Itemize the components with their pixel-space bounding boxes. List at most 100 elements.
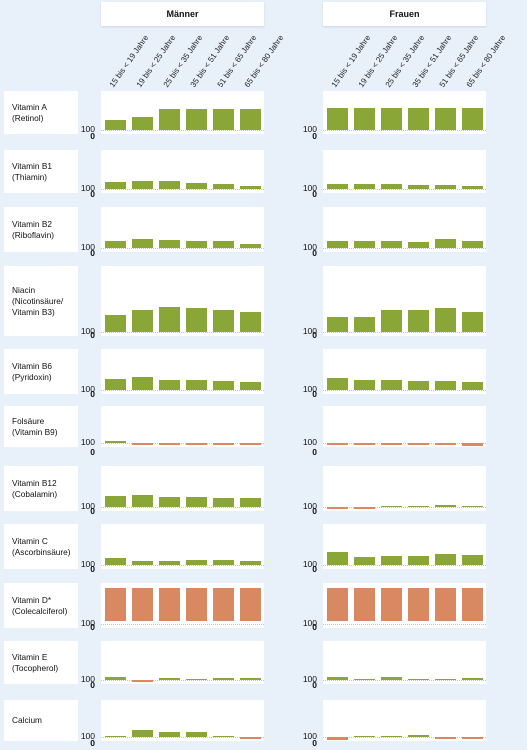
bar xyxy=(159,180,180,189)
chart-panel xyxy=(101,583,264,628)
chart-panel xyxy=(101,641,264,684)
nutrient-label: Vitamin C (Ascorbinsäure) xyxy=(4,524,78,569)
bar xyxy=(327,377,348,390)
bar xyxy=(435,678,456,680)
nutrient-label: Vitamin B12 (Cobalamin) xyxy=(4,466,78,511)
bar xyxy=(354,588,375,621)
reference-line xyxy=(323,130,486,131)
tick-label-0: 0 xyxy=(312,248,317,258)
bar xyxy=(462,312,483,332)
nutrient-label-line: Vitamin D* xyxy=(12,594,52,605)
bar xyxy=(186,183,207,189)
bar xyxy=(159,108,180,130)
bar xyxy=(213,560,234,565)
bar xyxy=(240,244,261,248)
tick-label-0: 0 xyxy=(90,680,95,690)
reference-line xyxy=(101,443,264,444)
bar xyxy=(132,117,153,130)
bar xyxy=(213,108,234,130)
tick-label-100: 100 xyxy=(80,437,95,447)
bar xyxy=(327,241,348,248)
tick-label-100: 100 xyxy=(80,183,95,193)
bar xyxy=(381,183,402,189)
reference-line xyxy=(101,624,264,625)
nutrient-label-line: (Colecalciferol) xyxy=(12,605,68,616)
bar xyxy=(462,554,483,565)
reference-line xyxy=(101,390,264,391)
nutrient-label: Vitamin B6 (Pyridoxin) xyxy=(4,349,78,394)
bar xyxy=(327,507,348,509)
bar xyxy=(408,380,429,390)
nutrient-label-line: (Retinol) xyxy=(12,112,44,123)
tick-label-0: 0 xyxy=(312,622,317,632)
chart-panel xyxy=(323,466,486,511)
bar xyxy=(435,504,456,507)
tick-label-0: 0 xyxy=(312,564,317,574)
nutrient-label-line: (Tocopherol) xyxy=(12,662,59,673)
bar xyxy=(105,241,126,248)
bar xyxy=(132,238,153,248)
bar xyxy=(354,380,375,390)
tick-label-0: 0 xyxy=(90,738,95,748)
tick-label-100: 100 xyxy=(302,559,317,569)
bar xyxy=(381,379,402,390)
bar xyxy=(354,556,375,565)
tick-label-100: 100 xyxy=(302,124,317,134)
chart-panel xyxy=(323,583,486,628)
bar xyxy=(462,382,483,390)
tick-label-0: 0 xyxy=(312,738,317,748)
reference-line xyxy=(101,248,264,249)
tick-label-0: 0 xyxy=(90,189,95,199)
nutrient-label-line: (Riboflavin) xyxy=(12,229,54,240)
bar xyxy=(159,588,180,621)
bar xyxy=(462,443,483,446)
bar xyxy=(327,108,348,130)
bar xyxy=(381,505,402,507)
bar xyxy=(186,241,207,248)
tick-label-0: 0 xyxy=(312,131,317,141)
bar xyxy=(408,242,429,248)
tick-label-100: 100 xyxy=(80,326,95,336)
bar xyxy=(132,181,153,189)
bar xyxy=(240,381,261,390)
tick-label-100: 100 xyxy=(302,384,317,394)
nutrient-label: Folsäure (Vitamin B9) xyxy=(4,406,78,447)
chart-panel xyxy=(323,524,486,569)
header-frauen: Frauen xyxy=(323,2,486,26)
bar xyxy=(240,588,261,621)
bar xyxy=(408,505,429,507)
bar xyxy=(327,317,348,332)
bar xyxy=(408,734,429,737)
tick-label-100: 100 xyxy=(80,124,95,134)
chart-panel xyxy=(101,349,264,394)
bar xyxy=(186,560,207,565)
chart-panel xyxy=(323,700,486,741)
bar xyxy=(105,735,126,737)
bar xyxy=(240,737,261,739)
bar xyxy=(105,496,126,507)
bar xyxy=(186,307,207,332)
bar xyxy=(408,108,429,130)
tick-label-0: 0 xyxy=(90,447,95,457)
bar xyxy=(435,308,456,332)
bar xyxy=(435,238,456,248)
bar xyxy=(327,737,348,741)
header-maenner: Männer xyxy=(101,2,264,26)
bar xyxy=(408,184,429,189)
bar xyxy=(435,380,456,390)
tick-label-0: 0 xyxy=(312,447,317,457)
bar xyxy=(462,677,483,680)
reference-line xyxy=(323,390,486,391)
reference-line xyxy=(101,680,264,681)
chart-panel xyxy=(323,266,486,336)
bar xyxy=(240,677,261,680)
bar xyxy=(132,680,153,682)
bar xyxy=(354,183,375,189)
chart-panel xyxy=(323,207,486,252)
bar xyxy=(381,555,402,565)
bar xyxy=(354,316,375,332)
chart-panel xyxy=(323,91,486,134)
bar xyxy=(213,310,234,332)
bar xyxy=(186,108,207,130)
bar xyxy=(354,443,375,446)
